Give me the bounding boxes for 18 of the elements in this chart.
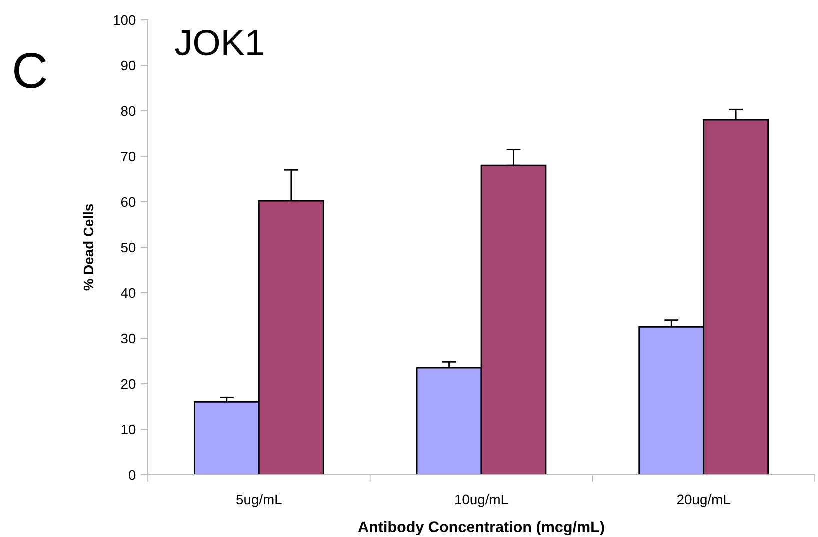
y-tick-label: 0	[129, 470, 136, 480]
y-tick-label: 60	[121, 197, 136, 208]
x-tick-label: 10ug/mL	[456, 494, 508, 508]
y-tick-label: 90	[121, 60, 136, 71]
y-tick-label: 50	[121, 242, 136, 253]
x-tick-label: 5ug/mL	[236, 494, 282, 508]
y-tick-label: 40	[121, 288, 136, 298]
y-axis-title: % Dead Cells	[83, 204, 94, 291]
y-tick-label: 100	[114, 15, 136, 26]
y-tick-label: 80	[121, 106, 136, 116]
y-tick-label: 10	[122, 424, 136, 435]
x-tick-label: 20ug/mL	[678, 494, 730, 508]
y-tick-label: 20	[121, 379, 136, 390]
y-tick-label: 70	[121, 152, 136, 162]
y-tick-label: 30	[121, 334, 136, 344]
chart-title: JOK1	[175, 30, 264, 56]
text: C	[14, 53, 46, 88]
x-axis-title: Antibody Concentration (mcg/mL)	[358, 521, 604, 536]
